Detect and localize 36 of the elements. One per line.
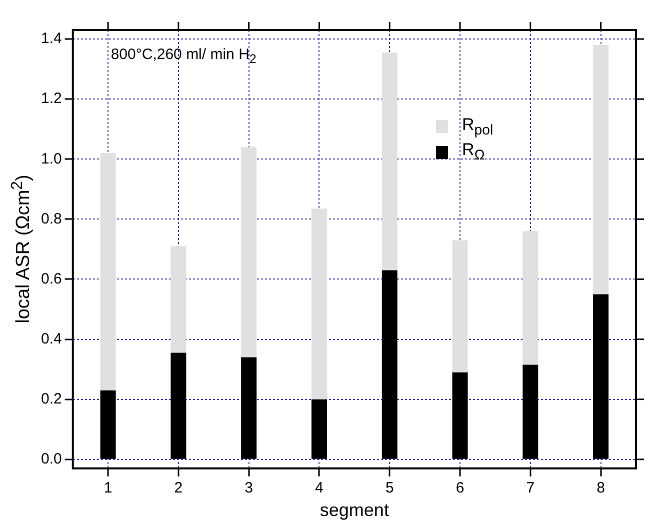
- bar: [100, 390, 116, 459]
- x-tick-label: 6: [456, 480, 464, 497]
- y-tick-label: 0.6: [40, 270, 62, 288]
- bar: [452, 372, 468, 459]
- annotation: 800°C,260 ml/ min H$_{2}$: [110, 46, 256, 66]
- bar: [382, 270, 398, 459]
- x-tick-label: 7: [526, 480, 535, 497]
- x-tick-label: 8: [596, 480, 605, 497]
- bar: [522, 231, 538, 365]
- x-tick-label: 1: [104, 480, 112, 497]
- bar: [593, 294, 609, 459]
- bar: [311, 208, 327, 400]
- bar: [170, 352, 186, 459]
- bar: [241, 147, 257, 358]
- x-tick-label: 3: [244, 480, 254, 497]
- y-tick-label: 0.2: [40, 390, 62, 408]
- bar: [593, 45, 609, 294]
- bar: [452, 240, 468, 372]
- bar: [170, 246, 186, 353]
- x-tick-label: 4: [315, 480, 324, 497]
- x-axis-title: segment: [320, 500, 389, 520]
- legend-label: R$_{Ω}$: [462, 140, 485, 164]
- x-tick-label: 5: [385, 480, 394, 497]
- y-tick-label: 1.0: [40, 150, 62, 168]
- bar: [241, 357, 257, 459]
- bar: [311, 399, 327, 459]
- y-tick-label: 0.8: [40, 210, 62, 228]
- y-tick-label: 0.4: [40, 330, 62, 348]
- bar: [522, 364, 538, 459]
- y-tick-label: 1.4: [40, 30, 62, 48]
- y-tick-label: 0.0: [40, 450, 62, 468]
- legend-label: R$_{pol}$: [462, 115, 494, 138]
- x-tick-label: 2: [174, 480, 183, 497]
- bar: [100, 153, 116, 390]
- y-tick-label: 1.2: [40, 90, 62, 108]
- bar: [382, 52, 398, 270]
